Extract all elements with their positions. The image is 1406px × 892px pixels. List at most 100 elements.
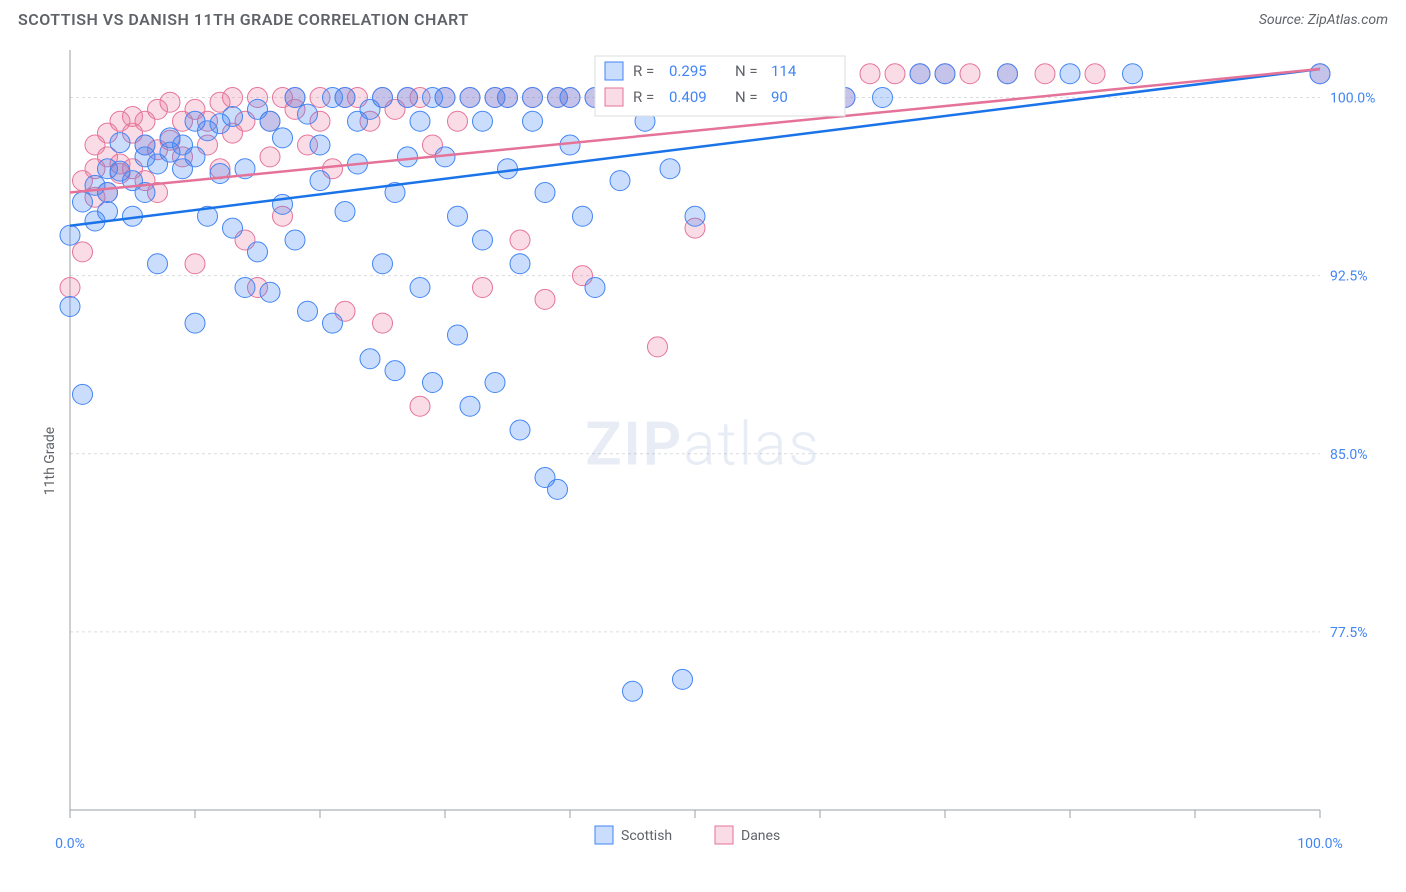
scatter-chart: 77.5% 85.0% 92.5% 100.0% 0.0% 100.0% R = 0.295 N… [10,40,1396,882]
legend-swatch [595,826,613,844]
data-point-scottish [560,88,580,108]
data-point-scottish [98,202,118,222]
data-point-scottish [210,164,230,184]
stats-n-value: 90 [771,88,788,106]
data-point-scottish [510,254,530,274]
data-point-scottish [873,88,893,108]
stats-n-label: N = [735,62,758,80]
data-point-scottish [360,349,380,369]
stats-n-value: 114 [771,62,797,80]
data-point-danes [160,92,180,112]
chart-title: SCOTTISH VS DANISH 11TH GRADE CORRELATIO… [18,10,469,29]
data-point-danes [60,278,80,298]
data-point-scottish [398,147,418,167]
legend-swatch [715,826,733,844]
stats-r-value: 0.295 [669,62,707,80]
stats-swatch [605,62,623,80]
data-point-scottish [410,111,430,131]
data-point-scottish [523,88,543,108]
data-point-scottish [185,313,205,333]
data-point-scottish [435,88,455,108]
data-point-scottish [548,479,568,499]
data-point-scottish [148,254,168,274]
data-point-scottish [623,681,643,701]
data-point-danes [185,254,205,274]
legend-label: Scottish [621,828,672,844]
data-point-danes [960,64,980,84]
data-point-scottish [323,313,343,333]
data-point-scottish [223,218,243,238]
data-point-scottish [523,111,543,131]
data-point-danes [648,337,668,357]
data-point-scottish [610,171,630,191]
data-point-scottish [335,88,355,108]
data-point-scottish [385,361,405,381]
stats-n-label: N = [735,88,758,106]
data-point-scottish [585,278,605,298]
data-point-scottish [260,282,280,302]
data-point-scottish [535,183,555,203]
y-tick-label: 85.0% [1330,447,1368,463]
data-point-danes [510,230,530,250]
y-tick-label: 92.5% [1330,269,1368,285]
data-point-scottish [373,254,393,274]
data-point-scottish [398,88,418,108]
data-point-scottish [410,278,430,298]
y-tick-label: 100.0% [1330,91,1375,107]
data-point-scottish [335,202,355,222]
y-tick-label: 77.5% [1330,625,1368,641]
source-label: Source: ZipAtlas.com [1259,12,1388,28]
data-point-scottish [248,242,268,262]
data-point-scottish [98,183,118,203]
data-point-danes [473,278,493,298]
data-point-scottish [373,88,393,108]
data-point-scottish [485,373,505,393]
data-point-danes [1085,64,1105,84]
chart-area: 11th Grade 77.5% 85.0% 92.5% 100.0% 0.0% 100.… [10,40,1396,882]
data-point-scottish [460,88,480,108]
data-point-scottish [73,192,93,212]
data-point-scottish [1310,64,1330,84]
data-point-scottish [498,88,518,108]
data-point-scottish [60,297,80,317]
data-point-scottish [460,396,480,416]
data-point-scottish [110,133,130,153]
data-point-danes [1035,64,1055,84]
data-point-scottish [273,128,293,148]
data-point-scottish [235,278,255,298]
legend-label: Danes [741,828,780,844]
data-point-scottish [660,159,680,179]
data-point-scottish [310,135,330,155]
x-tick-label: 0.0% [55,836,85,852]
data-point-danes [410,396,430,416]
data-point-scottish [935,64,955,84]
stats-swatch [605,88,623,106]
data-point-scottish [573,206,593,226]
data-point-scottish [673,669,693,689]
data-point-danes [73,242,93,262]
stats-r-label: R = [633,88,654,106]
data-point-scottish [73,384,93,404]
data-point-scottish [285,88,305,108]
data-point-danes [223,88,243,108]
data-point-scottish [310,171,330,191]
data-point-scottish [1060,64,1080,84]
data-point-danes [860,64,880,84]
y-axis-label: 11th Grade [42,427,58,495]
data-point-scottish [1123,64,1143,84]
data-point-danes [260,147,280,167]
data-point-scottish [910,64,930,84]
data-point-danes [373,313,393,333]
x-tick-label: 100.0% [1297,836,1342,852]
data-point-scottish [510,420,530,440]
data-point-danes [448,111,468,131]
data-point-scottish [998,64,1018,84]
data-point-scottish [260,111,280,131]
data-point-scottish [473,230,493,250]
data-point-scottish [448,206,468,226]
data-point-scottish [298,104,318,124]
data-point-scottish [285,230,305,250]
data-point-scottish [298,301,318,321]
data-point-scottish [423,373,443,393]
stats-r-value: 0.409 [669,88,707,106]
